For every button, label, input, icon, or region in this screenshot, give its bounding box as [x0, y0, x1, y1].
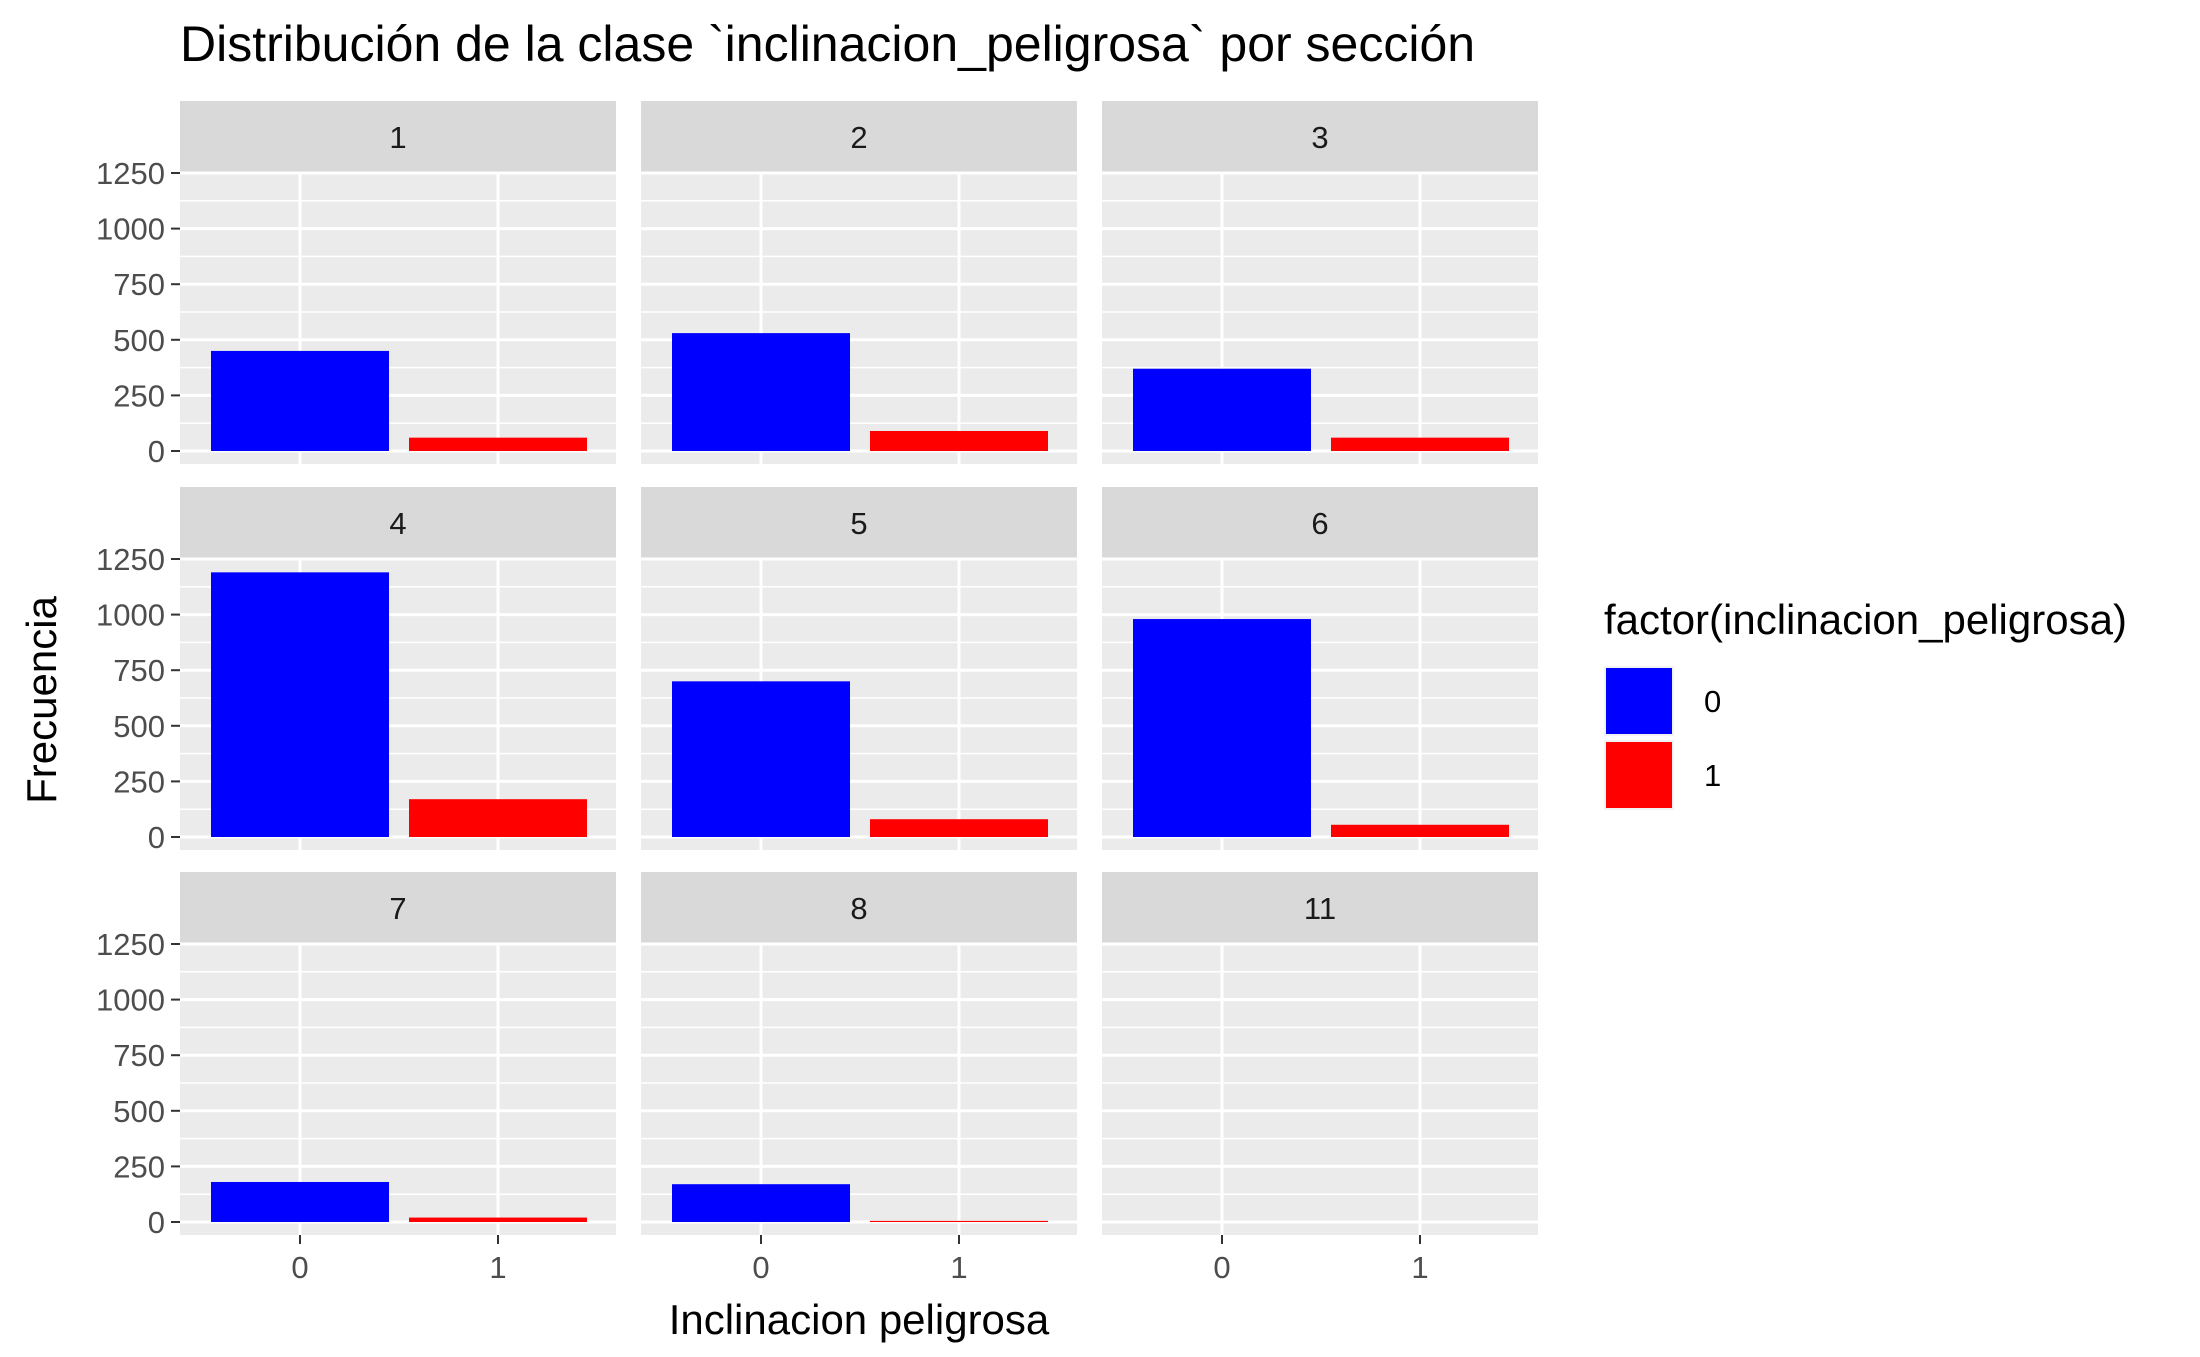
y-tick-label: 1000: [96, 983, 165, 1018]
x-tick-label: 1: [1411, 1250, 1428, 1285]
y-tick-label: 1250: [96, 927, 165, 962]
facet-panel-4: 4 0 250 500 750 1000 1250: [96, 487, 616, 855]
bar-0: [211, 1181, 389, 1222]
legend-label-0: 0: [1704, 684, 1721, 719]
bar-1: [870, 1220, 1048, 1222]
bar-1: [1331, 824, 1509, 837]
x-axis-title: Inclinacion peligrosa: [669, 1296, 1050, 1343]
bar-0: [672, 681, 850, 837]
panel-background: [1102, 944, 1538, 1235]
bar-0: [672, 333, 850, 451]
bar-1: [409, 799, 587, 837]
bar-1: [409, 437, 587, 451]
x-tick-label: 0: [291, 1250, 308, 1285]
bar-1: [870, 430, 1048, 451]
facet-strip-label: 4: [389, 506, 406, 541]
y-tick-label: 500: [113, 323, 165, 358]
x-tick-label: 0: [752, 1250, 769, 1285]
y-tick-label: 0: [148, 1205, 165, 1240]
facet-strip-label: 7: [389, 891, 406, 926]
facet-strip-label: 6: [1311, 506, 1328, 541]
facet-strip: [641, 872, 1077, 944]
legend: factor(inclinacion_peligrosa) 0 1: [1604, 596, 2127, 810]
legend-key-0: [1606, 668, 1672, 734]
y-tick-label: 750: [113, 267, 165, 302]
x-tick-label: 1: [950, 1250, 967, 1285]
facet-strip-label: 2: [850, 120, 867, 155]
facet-panel-11: 11 0 1: [1102, 872, 1538, 1285]
facet-panel-5: 5: [641, 487, 1077, 850]
bar-1: [409, 1217, 587, 1222]
x-tick-label: 1: [489, 1250, 506, 1285]
facet-strip: [180, 487, 616, 559]
y-tick-label: 750: [113, 653, 165, 688]
facet-strip: [1102, 101, 1538, 173]
facet-panel-7: 7 0 250 500 750 1000 1250 0 1: [96, 872, 616, 1285]
facet-strip-label: 11: [1304, 891, 1336, 926]
facet-strip: [1102, 487, 1538, 559]
y-tick-label: 1000: [96, 212, 165, 247]
facet-panel-3: 3: [1102, 101, 1538, 464]
y-tick-label: 1000: [96, 598, 165, 633]
y-tick-label: 0: [148, 434, 165, 469]
bar-1: [870, 819, 1048, 837]
facet-strip-label: 5: [850, 506, 867, 541]
bar-0: [1133, 368, 1311, 451]
legend-title: factor(inclinacion_peligrosa): [1604, 596, 2127, 643]
y-tick-label: 1250: [96, 542, 165, 577]
y-tick-label: 500: [113, 1094, 165, 1129]
y-tick-label: 250: [113, 764, 165, 799]
facet-panel-6: 6: [1102, 487, 1538, 850]
facet-strip: [180, 101, 616, 173]
legend-key-1: [1606, 742, 1672, 808]
facet-strip: [1102, 872, 1538, 944]
y-tick-label: 250: [113, 1149, 165, 1184]
facet-panel-2: 2: [641, 101, 1077, 464]
bar-1: [1331, 437, 1509, 451]
facet-strip: [641, 101, 1077, 173]
bar-0: [211, 350, 389, 451]
bar-0: [1133, 619, 1311, 837]
y-tick-label: 1250: [96, 156, 165, 191]
y-tick-label: 250: [113, 378, 165, 413]
legend-label-1: 1: [1704, 758, 1721, 793]
y-tick-label: 0: [148, 820, 165, 855]
y-axis-title: Frecuencia: [18, 595, 65, 803]
facet-strip: [641, 487, 1077, 559]
facet-panel-1: 1 0 250 500 750 1000 1250: [96, 101, 616, 469]
facet-panel-8: 8 0 1: [641, 872, 1077, 1285]
facet-strip-label: 1: [389, 120, 406, 155]
y-tick-label: 500: [113, 709, 165, 744]
y-tick-label: 750: [113, 1038, 165, 1073]
chart-title: Distribución de la clase `inclinacion_pe…: [180, 16, 1475, 72]
x-tick-label: 0: [1213, 1250, 1230, 1285]
facet-strip-label: 3: [1311, 120, 1328, 155]
bar-0: [211, 572, 389, 837]
bar-0: [672, 1184, 850, 1222]
facet-strip-label: 8: [850, 891, 867, 926]
facet-strip: [180, 872, 616, 944]
